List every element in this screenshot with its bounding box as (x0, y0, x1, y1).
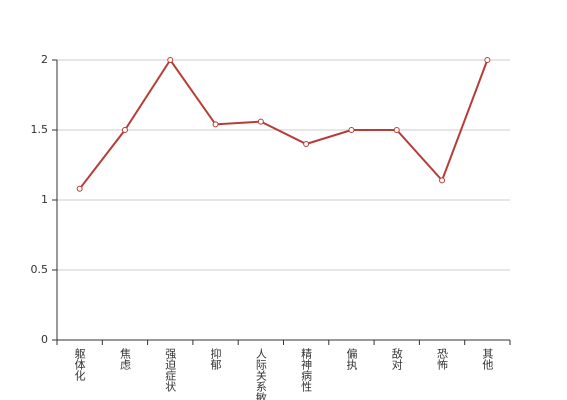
y-tick-label: 1 (41, 193, 48, 206)
point (484, 57, 491, 63)
point (439, 177, 446, 184)
x-tick-label: 恐怖 (436, 348, 449, 370)
y-tick-label: 2 (41, 53, 48, 66)
point (212, 121, 219, 128)
x-tick-label: 焦虑 (118, 348, 131, 370)
x-tick-label: 敌对 (390, 347, 403, 370)
x-tick-label: 躯体化 (73, 348, 86, 382)
x-tick-label: 精神病性 (300, 348, 313, 393)
point (121, 127, 128, 133)
x-tick-label: 人际关系敏感 (254, 348, 267, 400)
x-tick-label: 其他 (481, 348, 494, 370)
x-tick-label: 偏执 (345, 347, 358, 371)
point (257, 118, 264, 125)
point (303, 141, 310, 147)
point (393, 127, 400, 133)
x-tick-label: 强迫症状 (164, 348, 177, 392)
y-tick-label: 0.5 (31, 263, 49, 276)
y-tick-label: 1.5 (31, 123, 49, 136)
point (167, 57, 174, 63)
point (76, 185, 83, 192)
point (348, 127, 355, 133)
line (78, 58, 489, 190)
y-tick-label: 0 (41, 333, 48, 346)
x-tick-label: 抑郁 (209, 347, 222, 370)
